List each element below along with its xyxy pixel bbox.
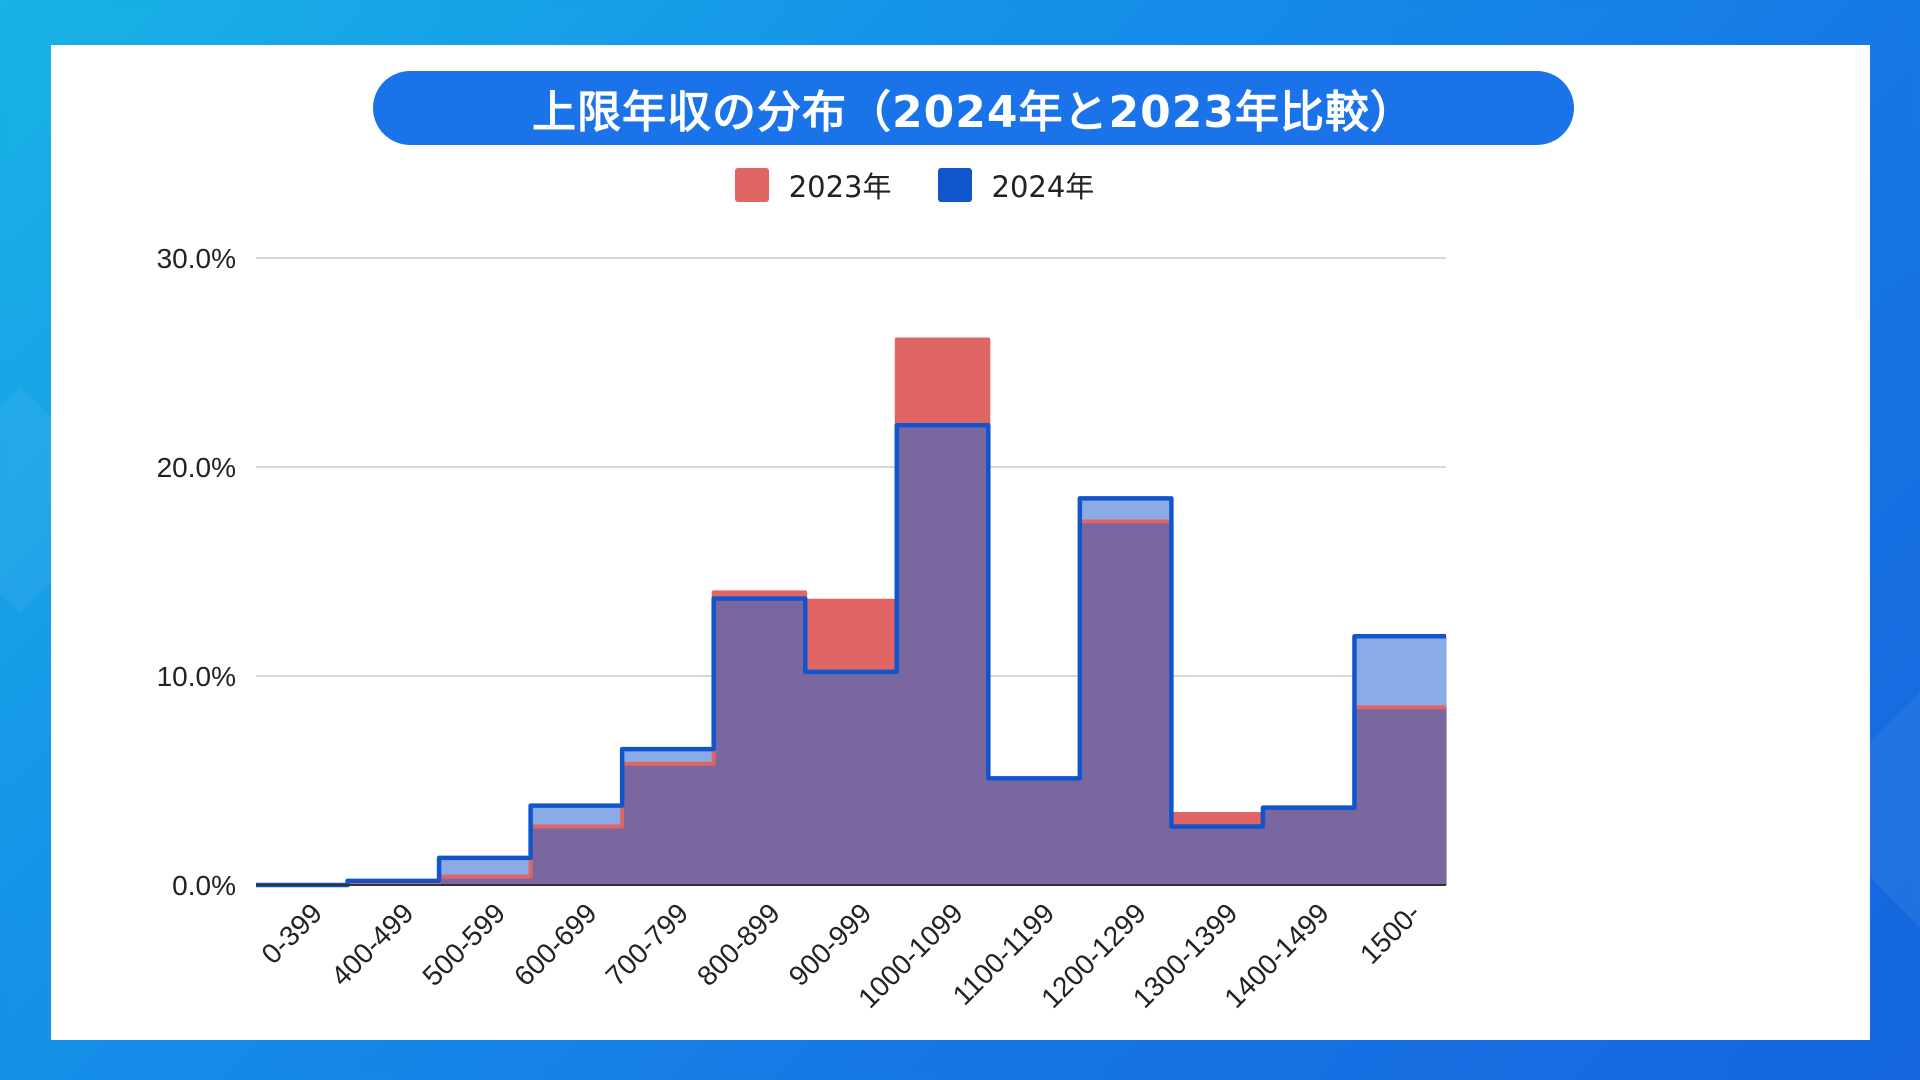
y-tick-label: 0.0% (172, 870, 236, 901)
bar-overlap (1354, 707, 1447, 885)
y-tick-label: 30.0% (157, 243, 236, 274)
bar-2023-exceed (1171, 813, 1264, 827)
legend-item-2023[interactable]: 2023年 (734, 164, 892, 206)
x-tick-label: 600-699 (508, 897, 603, 992)
bar-overlap (1079, 521, 1172, 885)
chart-lines (256, 337, 1446, 888)
chart-areas (347, 339, 1447, 885)
bar-overlap (622, 763, 715, 885)
bar-2023-exceed (805, 600, 898, 672)
legend-swatch-2023 (734, 168, 769, 202)
line-2023 (256, 337, 1446, 887)
y-tick-label: 10.0% (157, 661, 236, 692)
bar-2023-exceed (713, 592, 806, 599)
bar-overlap (439, 876, 532, 885)
bar-overlap (988, 778, 1081, 885)
bar-2024-exceed (622, 749, 715, 764)
chart-title: 上限年収の分布（2024年と2023年比較） (373, 71, 1574, 145)
bar-overlap (1171, 826, 1264, 885)
bar-overlap (1262, 807, 1356, 885)
y-tick-label: 20.0% (157, 452, 236, 483)
chart-plot: 0.0% 10.0% 20.0% 30.0% 0-399400-499500-59960… (157, 243, 1447, 1014)
x-tick-label: 800-899 (691, 897, 786, 992)
bar-overlap (713, 598, 806, 885)
x-tick-label: 0-399 (255, 897, 328, 970)
legend-swatch-2024 (937, 168, 972, 202)
x-tick-label: 500-599 (417, 897, 512, 992)
bar-2024-exceed (439, 857, 532, 877)
legend-item-2024[interactable]: 2024年 (937, 164, 1095, 206)
bar-2024-exceed (1354, 636, 1447, 708)
legend-label-2024: 2024年 (991, 170, 1095, 204)
bar-2024-exceed (530, 805, 623, 827)
x-tick-label: 700-799 (600, 897, 695, 992)
legend-label-2023: 2023年 (788, 170, 892, 204)
chart-legend: 2023年 2024年 (5, 165, 1824, 205)
x-tick-label: 1500- (1354, 897, 1427, 970)
x-tick-label: 400-499 (325, 897, 420, 992)
chart-card: 上限年収の分布（2024年と2023年比較） 2023年 2024年 0.0% 1… (51, 45, 1870, 1040)
line-2024 (256, 422, 1446, 888)
bar-2024-exceed (1079, 498, 1172, 522)
bar-overlap (805, 671, 898, 885)
bar-2023-exceed (896, 339, 989, 426)
bar-overlap (896, 425, 989, 885)
x-tick-label: 900-999 (783, 897, 878, 992)
bar-overlap (530, 826, 623, 885)
